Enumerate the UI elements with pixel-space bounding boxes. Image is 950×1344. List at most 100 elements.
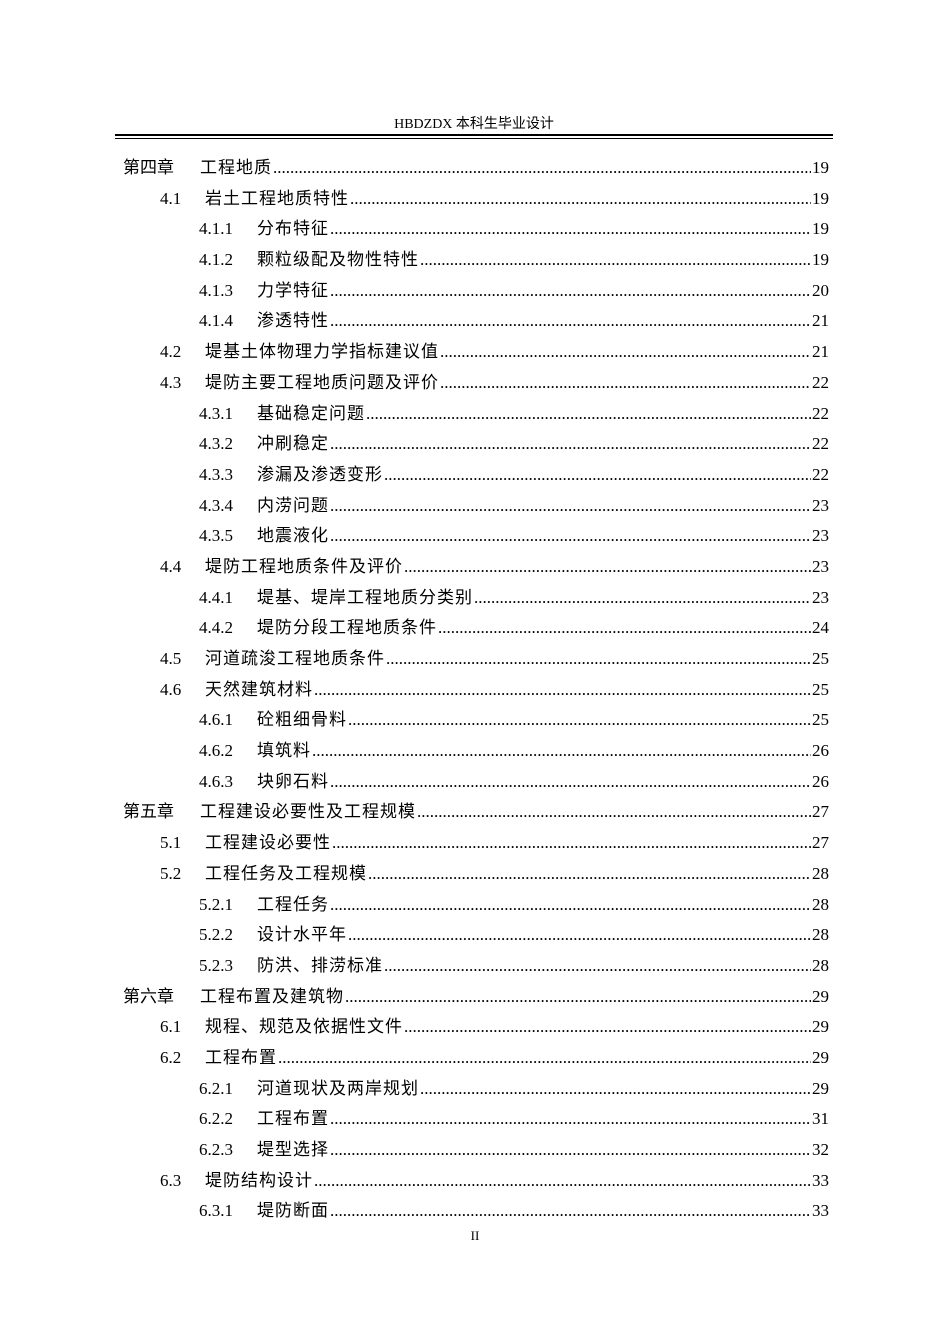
dot-leader <box>384 460 811 491</box>
toc-entry-number: 4.6 <box>160 679 182 699</box>
toc-entry[interactable]: 4.4.1 堤基、堤岸工程地质分类别 23 <box>123 583 829 614</box>
toc-entry[interactable]: 4.4.2 堤防分段工程地质条件 24 <box>123 613 829 644</box>
toc-entry-number: 6.1 <box>160 1017 182 1037</box>
toc-entry-page: 27 <box>812 802 829 822</box>
toc-entry[interactable]: 4.3.3 渗漏及渗透变形 22 <box>123 460 829 491</box>
toc-entry[interactable]: 6.2.1 河道现状及两岸规划 29 <box>123 1074 829 1105</box>
toc-entry[interactable]: 5.2.2 设计水平年 28 <box>123 920 829 951</box>
dot-leader <box>330 214 811 245</box>
table-of-contents: 第四章 工程地质 19 4.1 岩土工程地质特性 19 4.1.1 分布特征 19 4.1.2 颗粒… <box>123 153 829 1227</box>
toc-entry-page: 23 <box>812 526 829 546</box>
toc-entry[interactable]: 6.1 规程、规范及依据性文件 29 <box>123 1012 829 1043</box>
dot-leader <box>384 951 811 982</box>
toc-entry-number: 4.1.4 <box>199 311 233 331</box>
toc-entry[interactable]: 5.2.3 防洪、排涝标准 28 <box>123 951 829 982</box>
toc-entry[interactable]: 4.6.1 砼粗细骨料 25 <box>123 705 829 736</box>
dot-leader <box>330 767 811 798</box>
toc-entry[interactable]: 6.2.2 工程布置 31 <box>123 1104 829 1135</box>
header-rule-thin <box>115 138 833 139</box>
dot-leader <box>474 583 811 614</box>
toc-entry-number: 6.3.1 <box>199 1201 233 1221</box>
toc-entry[interactable]: 4.3.1 基础稳定问题 22 <box>123 399 829 430</box>
toc-entry-page: 31 <box>812 1109 829 1129</box>
toc-entry-number: 4.3.2 <box>199 434 233 454</box>
toc-entry[interactable]: 4.5 河道疏浚工程地质条件 25 <box>123 644 829 675</box>
toc-entry-title: 分布特征 <box>257 219 329 239</box>
toc-entry-page: 22 <box>812 372 829 392</box>
toc-entry[interactable]: 4.1.4 渗透特性 21 <box>123 306 829 337</box>
toc-entry[interactable]: 4.6.3 块卵石料 26 <box>123 767 829 798</box>
toc-entry[interactable]: 4.6 天然建筑材料 25 <box>123 675 829 706</box>
toc-entry-number: 4.6.3 <box>199 771 233 791</box>
header-rule-thick <box>115 134 833 136</box>
toc-entry-number: 5.2.1 <box>199 894 233 914</box>
toc-entry[interactable]: 5.2 工程任务及工程规模 28 <box>123 859 829 890</box>
toc-entry-title: 颗粒级配及物性特性 <box>257 250 419 270</box>
toc-entry[interactable]: 4.1 岩土工程地质特性 19 <box>123 184 829 215</box>
dot-leader <box>404 1012 811 1043</box>
toc-entry-page: 21 <box>812 342 829 362</box>
toc-entry-title: 渗透特性 <box>257 311 329 331</box>
toc-entry-number: 4.1.3 <box>199 280 233 300</box>
toc-entry-number: 5.2 <box>160 863 182 883</box>
toc-entry[interactable]: 第四章 工程地质 19 <box>123 153 829 184</box>
toc-entry-page: 23 <box>812 495 829 515</box>
toc-entry-title: 工程地质 <box>200 158 272 177</box>
dot-leader <box>330 521 811 552</box>
toc-entry-number: 第四章 <box>123 158 174 177</box>
toc-entry-title: 工程建设必要性 <box>205 833 331 853</box>
toc-entry-page: 28 <box>812 863 829 883</box>
dot-leader <box>278 1043 811 1074</box>
toc-entry[interactable]: 6.2.3 堤型选择 32 <box>123 1135 829 1166</box>
toc-entry-number: 4.3.3 <box>199 464 233 484</box>
toc-entry-number: 5.1 <box>160 833 182 853</box>
toc-entry-page: 25 <box>812 710 829 730</box>
toc-entry-title: 防洪、排涝标准 <box>257 955 383 975</box>
dot-leader <box>420 245 811 276</box>
toc-entry-title: 堤防断面 <box>257 1201 329 1221</box>
toc-entry[interactable]: 5.1 工程建设必要性 27 <box>123 828 829 859</box>
toc-entry-title: 堤防结构设计 <box>205 1170 313 1190</box>
toc-entry-number: 4.3.5 <box>199 526 233 546</box>
toc-entry-page: 32 <box>812 1140 829 1159</box>
toc-entry[interactable]: 4.3.4 内涝问题 23 <box>123 491 829 522</box>
toc-entry-number: 6.2 <box>160 1047 182 1067</box>
toc-entry-page: 28 <box>812 894 829 914</box>
toc-entry[interactable]: 第五章 工程建设必要性及工程规模 27 <box>123 797 829 828</box>
toc-entry[interactable]: 4.1.2 颗粒级配及物性特性 19 <box>123 245 829 276</box>
toc-entry[interactable]: 4.3.2 冲刷稳定 22 <box>123 429 829 460</box>
toc-entry[interactable]: 6.3 堤防结构设计 33 <box>123 1166 829 1197</box>
toc-entry[interactable]: 4.1.1 分布特征 19 <box>123 214 829 245</box>
toc-entry-title: 工程任务 <box>257 894 329 914</box>
toc-entry-page: 22 <box>812 434 829 454</box>
page-number: II <box>470 1228 480 1243</box>
dot-leader <box>330 1196 811 1227</box>
toc-entry[interactable]: 6.2 工程布置 29 <box>123 1043 829 1074</box>
dot-leader <box>273 153 811 184</box>
toc-entry-number: 4.3.1 <box>199 403 233 423</box>
toc-entry[interactable]: 6.3.1 堤防断面 33 <box>123 1196 829 1227</box>
toc-entry-number: 4.3.4 <box>199 495 233 515</box>
toc-entry-title: 工程建设必要性及工程规模 <box>200 802 416 822</box>
toc-entry-page: 22 <box>812 403 829 423</box>
toc-entry-number: 第六章 <box>123 986 174 1006</box>
dot-leader <box>330 1104 811 1135</box>
toc-entry-title: 堤防主要工程地质问题及评价 <box>205 372 439 392</box>
toc-entry[interactable]: 4.1.3 力学特征 20 <box>123 276 829 307</box>
toc-entry-page: 19 <box>812 250 829 270</box>
toc-entry[interactable]: 4.2 堤基土体物理力学指标建议值 21 <box>123 337 829 368</box>
toc-entry[interactable]: 4.3 堤防主要工程地质问题及评价 22 <box>123 368 829 399</box>
dot-leader <box>332 828 811 859</box>
toc-entry-page: 23 <box>812 556 829 576</box>
toc-entry[interactable]: 5.2.1 工程任务 28 <box>123 890 829 921</box>
toc-entry-number: 4.2 <box>160 342 182 362</box>
toc-entry[interactable]: 4.4 堤防工程地质条件及评价 23 <box>123 552 829 583</box>
toc-entry-title: 岩土工程地质特性 <box>205 188 349 208</box>
toc-entry[interactable]: 4.6.2 填筑料 26 <box>123 736 829 767</box>
toc-entry[interactable]: 4.3.5 地震液化 23 <box>123 521 829 552</box>
toc-entry-title: 规程、规范及依据性文件 <box>205 1017 403 1037</box>
toc-entry-title: 工程布置 <box>205 1047 277 1067</box>
toc-entry[interactable]: 第六章 工程布置及建筑物 29 <box>123 982 829 1013</box>
dot-leader <box>348 705 811 736</box>
toc-entry-number: 5.2.2 <box>199 925 233 945</box>
